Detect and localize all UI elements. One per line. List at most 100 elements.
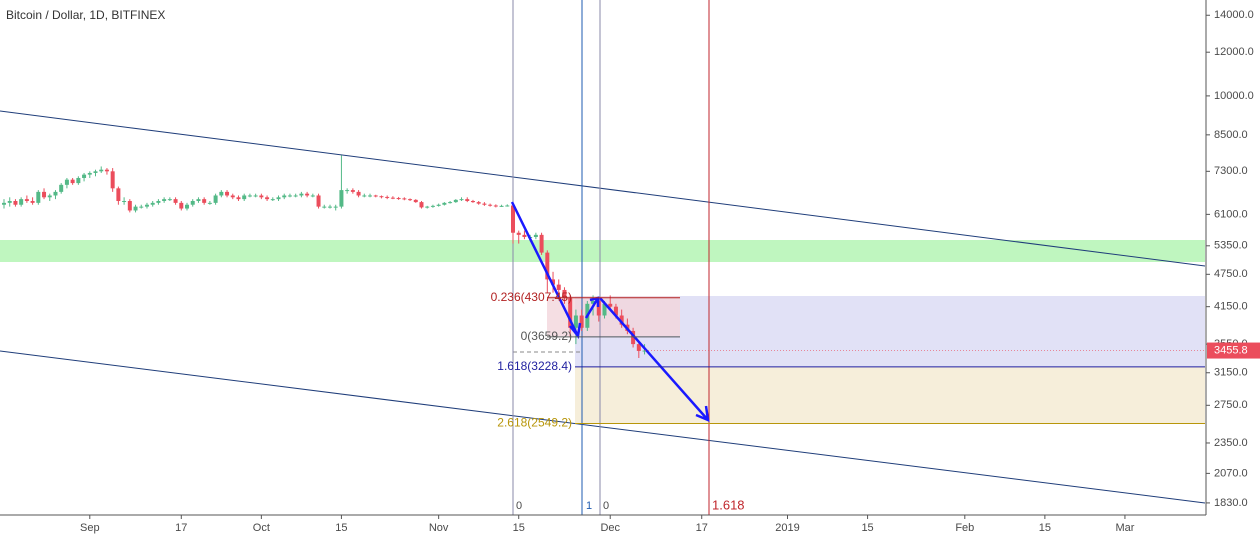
candle-body: [619, 315, 624, 325]
candle-body: [327, 206, 332, 208]
x-tick-label: Mar: [1115, 522, 1134, 534]
candle-body: [253, 195, 258, 197]
candle-body: [64, 179, 69, 185]
support-zone: [0, 240, 1205, 262]
arrow: [510, 201, 582, 340]
y-tick-label: 5350.0: [1214, 240, 1248, 252]
x-tick-label: Oct: [253, 522, 270, 534]
candle-body: [270, 199, 275, 201]
candle-body: [42, 191, 47, 198]
x-tick-label: 15: [513, 522, 525, 534]
candle-body: [287, 195, 292, 197]
candle-body: [213, 195, 218, 203]
candle-body: [568, 298, 573, 328]
candle-body: [350, 190, 355, 192]
candle-body: [556, 284, 561, 290]
x-tick-label: 15: [1039, 522, 1051, 534]
candle-body: [613, 306, 618, 316]
candle-body: [207, 202, 212, 204]
candle-body: [282, 195, 287, 198]
vline-label: 0: [516, 500, 522, 512]
candle-body: [425, 206, 430, 208]
x-tick-label: 15: [335, 522, 347, 534]
candle-body: [236, 197, 241, 200]
candle-body: [545, 252, 550, 280]
y-tick-label: 2350.0: [1214, 437, 1248, 449]
candle-body: [333, 206, 338, 208]
y-tick-label: 7300.0: [1214, 165, 1248, 177]
candle-body: [516, 232, 521, 235]
candle-body: [93, 171, 98, 173]
fib-label: 0.236(4307.45): [491, 290, 572, 304]
candle-body: [379, 196, 384, 198]
candle-body: [345, 190, 350, 192]
candle-body: [499, 205, 504, 207]
y-tick-label: 14000.0: [1214, 9, 1254, 21]
candle-body: [139, 206, 144, 208]
candle-body: [36, 191, 41, 203]
candle-body: [202, 199, 207, 203]
x-tick-label: 2019: [775, 522, 799, 534]
candle-body: [310, 195, 315, 197]
candle-body: [82, 174, 87, 178]
candle-body: [265, 197, 270, 200]
candle-body: [144, 204, 149, 207]
candle-body: [99, 169, 104, 172]
candle-body: [19, 199, 24, 205]
candle-body: [465, 199, 470, 201]
candle-body: [602, 303, 607, 316]
candle-body: [459, 199, 464, 201]
candle-body: [322, 206, 327, 208]
candle-body: [396, 198, 401, 200]
candle-body: [104, 169, 109, 172]
candle-body: [579, 315, 584, 328]
candle-body: [316, 195, 321, 207]
candle-body: [539, 234, 544, 253]
y-tick-label: 2070.0: [1214, 467, 1248, 479]
candle-body: [573, 315, 578, 328]
last-price-label: 3455.8: [1214, 344, 1248, 356]
candle-body: [373, 195, 378, 197]
y-tick-label: 8500.0: [1214, 129, 1248, 141]
candle-body: [225, 191, 230, 196]
y-tick-label: 3150.0: [1214, 367, 1248, 379]
candle-body: [230, 195, 235, 198]
candle-body: [127, 200, 132, 211]
candle-body: [390, 197, 395, 199]
candle-body: [591, 300, 596, 304]
candle-body: [162, 199, 167, 201]
vline-label: 0: [603, 500, 609, 512]
candle-body: [356, 191, 361, 196]
x-tick-label: Feb: [955, 522, 974, 534]
candle-body: [631, 330, 636, 345]
candle-body: [305, 193, 310, 196]
channel-lower: [0, 350, 1206, 504]
y-tick-label: 2750.0: [1214, 399, 1248, 411]
fib-layer: 0.236(4307.45) 0(3659.2) 1.618(3228.4) 2.61…: [491, 290, 1205, 430]
candle-body: [362, 195, 367, 197]
candle-body: [219, 191, 224, 196]
candle-body: [179, 202, 184, 209]
fib-zone-tan: [575, 367, 1205, 424]
candle-body: [408, 199, 413, 201]
candle-body: [596, 300, 601, 316]
candle-body: [76, 177, 81, 184]
candle-body: [533, 234, 538, 238]
y-tick-label: 12000.0: [1214, 46, 1254, 58]
arrow: [599, 297, 710, 422]
candle-body: [167, 199, 172, 201]
candle-body: [185, 204, 190, 209]
axis-layer: 14000.0 12000.0 10000.0 8500.0 7300.0 6100.0 5…: [80, 9, 1260, 534]
candle-body: [87, 172, 92, 175]
y-tick-label: 4750.0: [1214, 268, 1248, 280]
candle-body: [259, 195, 264, 198]
candle-body: [13, 200, 18, 205]
candle-body: [636, 344, 641, 351]
candle-body: [122, 200, 127, 202]
candle-body: [299, 193, 304, 196]
candle-body: [419, 202, 424, 208]
candle-body: [413, 199, 418, 203]
x-tick-label: Nov: [429, 522, 449, 534]
